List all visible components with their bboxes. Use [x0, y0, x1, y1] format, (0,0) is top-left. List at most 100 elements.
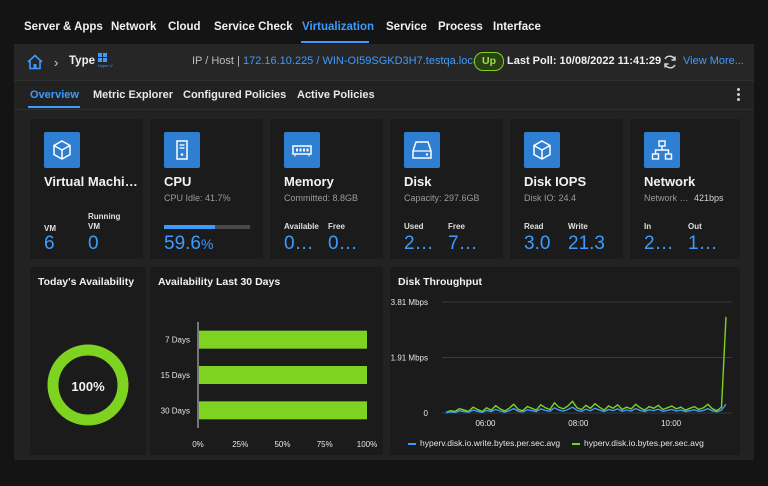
nav-process[interactable]: Process [438, 21, 483, 33]
nav-virtualization[interactable]: Virtualization [302, 21, 374, 33]
nav-network[interactable]: Network [111, 21, 157, 33]
read-value: 3.0 [524, 233, 551, 254]
nav-service[interactable]: Service [386, 21, 427, 33]
category-label: 30 Days [161, 406, 190, 415]
last-poll: Last Poll: 10/08/2022 11:41:29 [507, 55, 662, 67]
monitor-header-bar: › Type Hyper-V IP / Host | 172.16.10.225… [14, 44, 754, 81]
tab-overview[interactable]: Overview [30, 89, 79, 101]
card-title: Memory [284, 174, 334, 189]
x-tick-label: 10:00 [661, 419, 682, 428]
card-disk-iops[interactable]: Disk IOPS Disk IO: 24.4 Read 3.0 Write 2… [510, 119, 623, 259]
free-label: Free [328, 222, 345, 231]
type-label: Type [69, 55, 95, 67]
windows-icon [98, 53, 107, 62]
available-value: 0Bytes [284, 233, 324, 254]
x-tick-label: 50% [274, 440, 290, 449]
panel-title: Today's Availability [38, 276, 135, 288]
availability-donut [47, 344, 129, 426]
network-traffic-value: 421bps [694, 193, 724, 203]
legend-item-write[interactable]: hyperv.disk.io.write.bytes.per.sec.avg [408, 438, 560, 448]
vm-label: VM [44, 224, 56, 233]
read-label: Read [524, 222, 544, 231]
tab-metric-explorer[interactable]: Metric Explorer [93, 89, 174, 101]
bar-1[interactable] [199, 366, 367, 384]
tab-configured-policies[interactable]: Configured Policies [183, 89, 287, 101]
series-line-1[interactable] [445, 316, 727, 414]
nav-cloud[interactable]: Cloud [168, 21, 201, 33]
home-icon[interactable] [26, 53, 44, 71]
x-tick-label: 75% [317, 440, 333, 449]
tab-active-policies[interactable]: Active Policies [297, 89, 375, 101]
write-value: 21.3 [568, 233, 605, 254]
legend-label: hyperv.disk.io.bytes.per.sec.avg [584, 438, 704, 448]
network-traffic-label: Network Traffic [644, 193, 690, 203]
series-line-0[interactable] [445, 403, 727, 414]
used-label: Used [404, 222, 424, 231]
more-options-icon[interactable] [736, 88, 742, 102]
x-tick-label: 25% [232, 440, 248, 449]
running-vm-value: 0 [88, 233, 99, 254]
cube-icon [524, 132, 560, 168]
free-value: 76.4GB [448, 233, 488, 254]
card-disk[interactable]: Disk Capacity: 297.6GB Used 221.2GB Free… [390, 119, 503, 259]
tab-bar: Overview Metric Explorer Configured Poli… [14, 81, 754, 110]
view-more-link[interactable]: View More... [683, 55, 744, 67]
category-label: 15 Days [161, 371, 190, 380]
cpu-value-number: 59.6 [164, 233, 201, 254]
nav-interface[interactable]: Interface [493, 21, 541, 33]
availability-30-days-panel: Availability Last 30 Days 7 Days 15 Days 3… [150, 267, 383, 455]
card-title: Virtual Machines [44, 174, 140, 189]
y-tick-label: 3.81 Mbps [391, 298, 428, 307]
card-memory[interactable]: Memory Committed: 8.8GB Available 0Bytes… [270, 119, 383, 259]
ip-host-value[interactable]: 172.16.10.225 / WIN-OI59SGKD3H7.testqa.l… [242, 55, 482, 67]
todays-availability-panel: Today's Availability 100% [30, 267, 146, 455]
chevron-right-icon: › [54, 55, 59, 70]
available-label: Available [284, 222, 319, 231]
disk-capacity: Capacity: 297.6GB [404, 193, 480, 203]
disk-throughput-chart: 0 1.91 Mbps 3.81 Mbps 06:00 08:00 10:00 [391, 298, 732, 428]
out-value: 196bps [688, 233, 728, 254]
vm-value: 6 [44, 233, 55, 254]
nav-active-indicator [301, 41, 369, 43]
card-network[interactable]: Network Network Traffic 421bps In 225bps… [630, 119, 740, 259]
card-cpu[interactable]: CPU CPU Idle: 41.7% 59.6% [150, 119, 263, 259]
card-title: Disk [404, 174, 432, 189]
out-label: Out [688, 222, 702, 231]
hyperv-label: Hyper-V [98, 63, 113, 68]
cpu-value-unit: % [200, 236, 214, 252]
ip-host-prefix: IP / Host | [192, 55, 243, 67]
bar-0[interactable] [199, 330, 367, 349]
disk-io: Disk IO: 24.4 [524, 193, 577, 203]
used-value: 221.2GB [404, 233, 444, 254]
y-tick-label: 1.91 Mbps [391, 354, 428, 363]
y-tick-label: 0 [424, 409, 429, 418]
x-tick-label: 0% [192, 440, 204, 449]
nav-server-apps[interactable]: Server & Apps [24, 21, 103, 33]
top-navigation: Server & Apps Network Cloud Service Chec… [0, 0, 768, 44]
card-title: CPU [164, 174, 192, 189]
free-value: 0Bytes [328, 233, 370, 254]
status-badge: Up [474, 52, 504, 71]
hyperv-logo: Hyper-V [98, 53, 118, 69]
legend-item-total[interactable]: hyperv.disk.io.bytes.per.sec.avg [572, 438, 704, 448]
cpu-progress-bar [164, 225, 250, 229]
availability-value: 100% [71, 379, 105, 394]
refresh-icon[interactable] [662, 54, 678, 70]
legend-swatch [408, 442, 416, 445]
memory-icon [284, 132, 320, 168]
cpu-value: 59.6% [164, 233, 256, 255]
free-label: Free [448, 222, 465, 231]
cube-icon [44, 132, 80, 168]
running-vm-label: Running VM [88, 212, 121, 231]
cpu-idle: CPU Idle: 41.7% [164, 193, 231, 203]
write-label: Write [568, 222, 588, 231]
virtualization-panel: › Type Hyper-V IP / Host | 172.16.10.225… [14, 44, 754, 460]
card-virtual-machines[interactable]: Virtual Machines VM 6 Running VM 0 [30, 119, 143, 259]
in-value: 225bps [644, 233, 684, 254]
network-icon [644, 132, 680, 168]
bar-2[interactable] [199, 401, 367, 420]
in-label: In [644, 222, 652, 231]
memory-committed: Committed: 8.8GB [284, 193, 359, 203]
x-tick-label: 06:00 [475, 419, 496, 428]
nav-service-check[interactable]: Service Check [214, 21, 293, 33]
